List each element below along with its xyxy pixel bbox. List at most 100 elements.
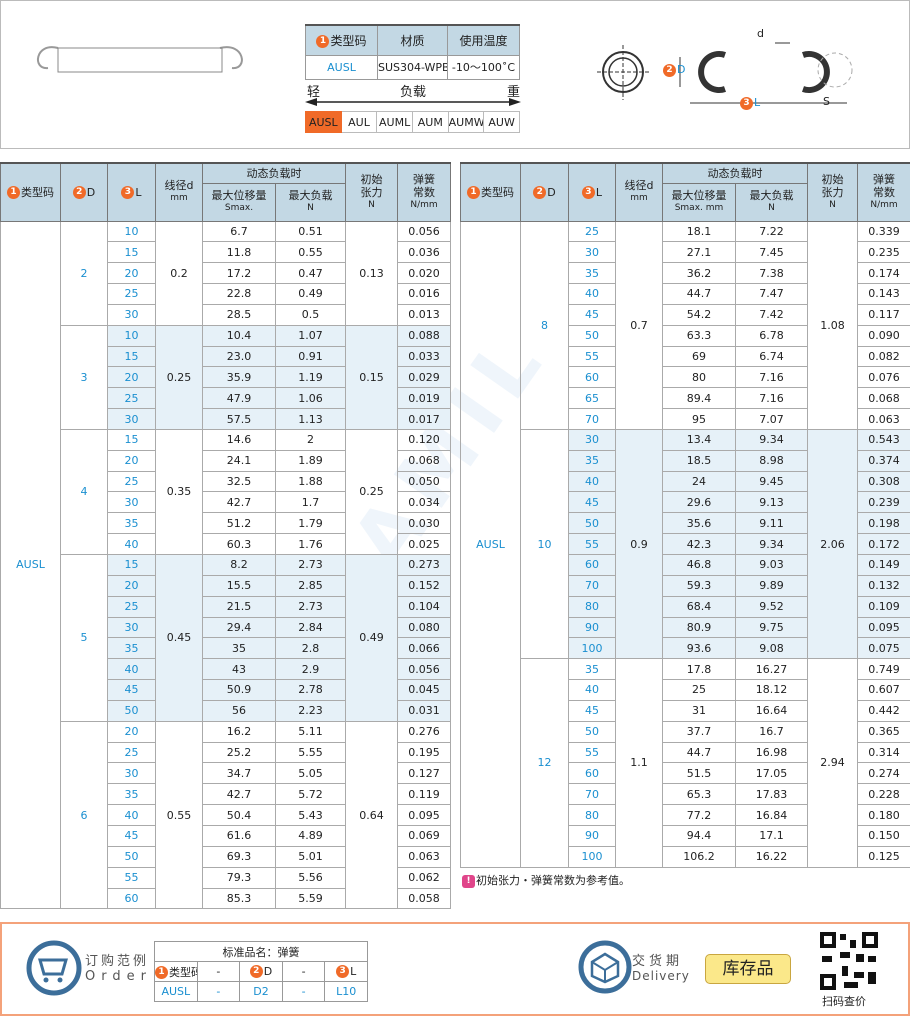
circled-1-icon: 1 xyxy=(155,966,168,979)
init-tension-cell: 0.49 xyxy=(345,554,398,722)
spring-const-cell: 0.095 xyxy=(397,804,451,826)
smax-cell: 31 xyxy=(662,699,736,722)
smax-cell: 25 xyxy=(662,679,736,701)
smax-cell: 51.5 xyxy=(662,762,736,785)
spring-const-cell: 0.149 xyxy=(857,554,910,576)
maxload-cell: 2.73 xyxy=(275,554,346,576)
smax-cell: 28.5 xyxy=(202,303,276,326)
L-cell: 30 xyxy=(107,762,156,785)
spring-const-cell: 0.029 xyxy=(397,366,451,389)
spring-const-cell: 0.062 xyxy=(397,866,451,889)
maxload-cell: 5.11 xyxy=(275,720,346,743)
circled-3-icon: 3 xyxy=(336,965,350,979)
header-row: 最大位移量 Smax. mm 最大负载 N xyxy=(461,182,910,222)
spring-const-cell: 0.020 xyxy=(397,262,451,285)
spring-const-cell: 0.235 xyxy=(857,241,910,264)
smax-cell: 8.2 xyxy=(202,554,276,576)
table-row: 50 63.3 6.78 0.090 xyxy=(461,324,910,347)
spring-const-cell: 0.088 xyxy=(397,324,451,347)
maxload-cell: 1.19 xyxy=(275,366,346,389)
spring-const-cell: 0.109 xyxy=(857,595,910,618)
maxload-cell: 16.98 xyxy=(735,741,808,764)
L-cell: 45 xyxy=(568,491,616,514)
smax-cell: 69 xyxy=(662,345,736,368)
spring-const-cell: 0.607 xyxy=(857,679,910,701)
smax-cell: 42.7 xyxy=(202,783,276,806)
spring-const-cell: 0.152 xyxy=(397,574,451,597)
L-cell: 10 xyxy=(107,324,156,347)
type-code-cell: AUSL xyxy=(0,220,61,910)
spring-const-cell: 0.104 xyxy=(397,595,451,618)
qr-code-icon[interactable] xyxy=(820,932,878,990)
spring-const-cell: 0.069 xyxy=(397,824,451,847)
L-cell: 15 xyxy=(107,428,156,451)
maxload-cell: 0.55 xyxy=(275,241,346,264)
maxload-cell: 6.74 xyxy=(735,345,808,368)
maxload-cell: 7.38 xyxy=(735,262,808,285)
smax-cell: 56 xyxy=(202,699,276,722)
spring-const-cell: 0.063 xyxy=(397,845,451,868)
L-cell: 70 xyxy=(568,408,616,430)
wire-cell: 0.55 xyxy=(155,720,203,910)
table-row: 30 27.1 7.45 0.235 xyxy=(461,241,910,264)
maxload-cell: 0.49 xyxy=(275,283,346,305)
maxload-cell: 2.23 xyxy=(275,699,346,722)
maxload-cell: 1.76 xyxy=(275,533,346,555)
maxload-cell: 16.7 xyxy=(735,720,808,743)
L-cell: 45 xyxy=(107,679,156,701)
wire-cell: 0.45 xyxy=(155,554,203,722)
maxload-cell: 9.13 xyxy=(735,491,808,514)
smax-cell: 51.2 xyxy=(202,512,276,535)
smax-cell: 17.2 xyxy=(202,262,276,285)
L-cell: 55 xyxy=(107,866,156,889)
L-cell: 55 xyxy=(568,345,616,368)
maxload-cell: 1.7 xyxy=(275,491,346,514)
maxload-cell: 4.89 xyxy=(275,824,346,847)
load-label: 负载 xyxy=(400,85,427,100)
maxload-cell: 9.34 xyxy=(735,428,808,451)
spring-const-cell: 0.080 xyxy=(397,616,451,639)
smax-cell: 79.3 xyxy=(202,866,276,889)
smax-cell: 44.7 xyxy=(662,283,736,305)
header-row: 1 类型码 2 D 3 L 线径d mm 动态负载时 初始张力 N 弹簧常数 N/mm xyxy=(0,162,451,222)
spring-const-cell: 0.125 xyxy=(857,845,910,868)
L-cell: 20 xyxy=(107,449,156,472)
spring-const-cell: 0.036 xyxy=(397,241,451,264)
spring-const-cell: 0.195 xyxy=(397,741,451,764)
table-row: 30 28.5 0.5 0.013 xyxy=(1,303,451,326)
maxload-cell: 9.08 xyxy=(735,637,808,660)
table-row: AUSL 2 10 0.2 6.7 0.51 0.13 0.056 xyxy=(0,220,451,910)
maxload-cell: 2.9 xyxy=(275,658,346,681)
L-cell: 20 xyxy=(107,366,156,389)
spring-const-cell: 0.543 xyxy=(857,428,910,451)
smax-cell: 16.2 xyxy=(202,720,276,743)
smax-cell: 21.5 xyxy=(202,595,276,618)
L-cell: 40 xyxy=(568,679,616,701)
order-delivery-panel xyxy=(0,922,910,1016)
spring-const-cell: 0.076 xyxy=(857,366,910,389)
col-wire: 线径d mm xyxy=(155,162,203,222)
wire-cell: 0.9 xyxy=(615,428,663,660)
table-row: 60 80 7.16 0.076 xyxy=(461,366,910,389)
table-row: 5 15 0.45 8.2 2.73 0.49 0.273 xyxy=(1,554,451,722)
table-row: 55 44.7 16.98 0.314 xyxy=(461,741,910,764)
L-cell: 50 xyxy=(107,845,156,868)
smax-cell: 68.4 xyxy=(662,595,736,618)
maxload-cell: 5.05 xyxy=(275,762,346,785)
circled-2-icon: 2 xyxy=(533,186,547,199)
diagram-d-label: d xyxy=(757,27,764,40)
table-row: 10 30 0.9 13.4 9.34 2.06 0.543 xyxy=(461,428,910,660)
maxload-cell: 2 xyxy=(275,428,346,451)
maxload-cell: 16.27 xyxy=(735,658,808,681)
L-cell: 30 xyxy=(568,428,616,451)
note-icon: ! xyxy=(462,874,475,888)
circled-1-icon: 1 xyxy=(7,186,20,199)
col-init: 初始张力 N xyxy=(807,162,858,222)
qr-label: 扫码查价 xyxy=(822,995,866,1008)
spring-const-cell: 0.314 xyxy=(857,741,910,764)
table-row: 45 54.2 7.42 0.117 xyxy=(461,303,910,326)
smax-cell: 43 xyxy=(202,658,276,681)
order-title: 订购范例 xyxy=(85,954,150,969)
